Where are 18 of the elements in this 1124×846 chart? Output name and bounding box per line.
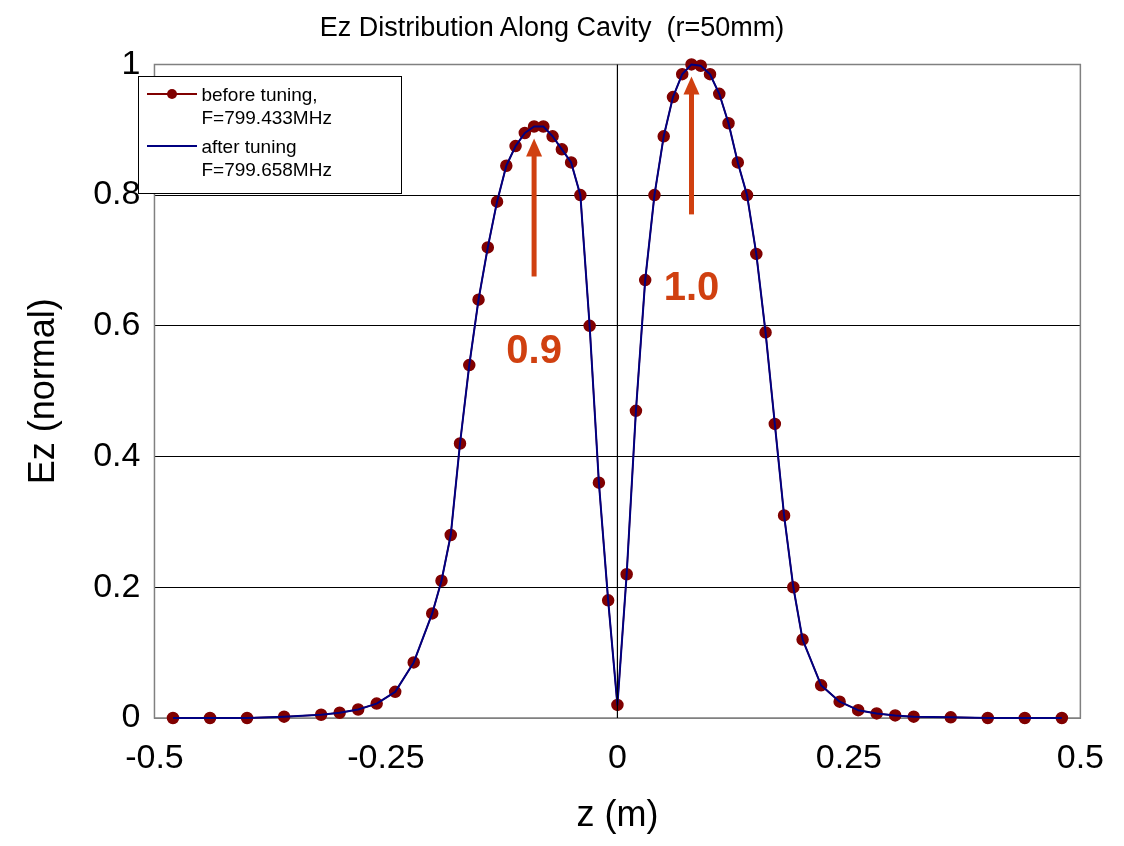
x-tick-label: -0.5 [125,736,184,775]
y-tick-label: 1 [121,42,141,81]
legend-label: before tuning, F=799.433MHz [201,83,333,130]
x-tick-label: 0 [607,736,627,775]
y-tick-label: 0.6 [93,304,141,343]
x-tick-label: -0.25 [347,736,425,775]
chart-title: Ez Distribution Along Cavity (r=50mm) [319,11,785,42]
annotation: 0.9 [506,326,562,371]
y-axis-title: Ez (normal) [20,298,62,485]
legend-label: after tuning F=799.658MHz [201,135,333,182]
annotation: 1.0 [663,264,720,309]
x-axis-title: z (m) [576,793,659,835]
y-tick-label: 0.2 [93,565,141,604]
y-tick-label: 0.4 [93,434,141,473]
x-tick-label: 0.5 [1056,736,1104,775]
y-tick-label: 0.8 [93,173,141,212]
y-tick-label: 0 [121,696,141,735]
x-tick-label: 0.25 [815,736,882,775]
